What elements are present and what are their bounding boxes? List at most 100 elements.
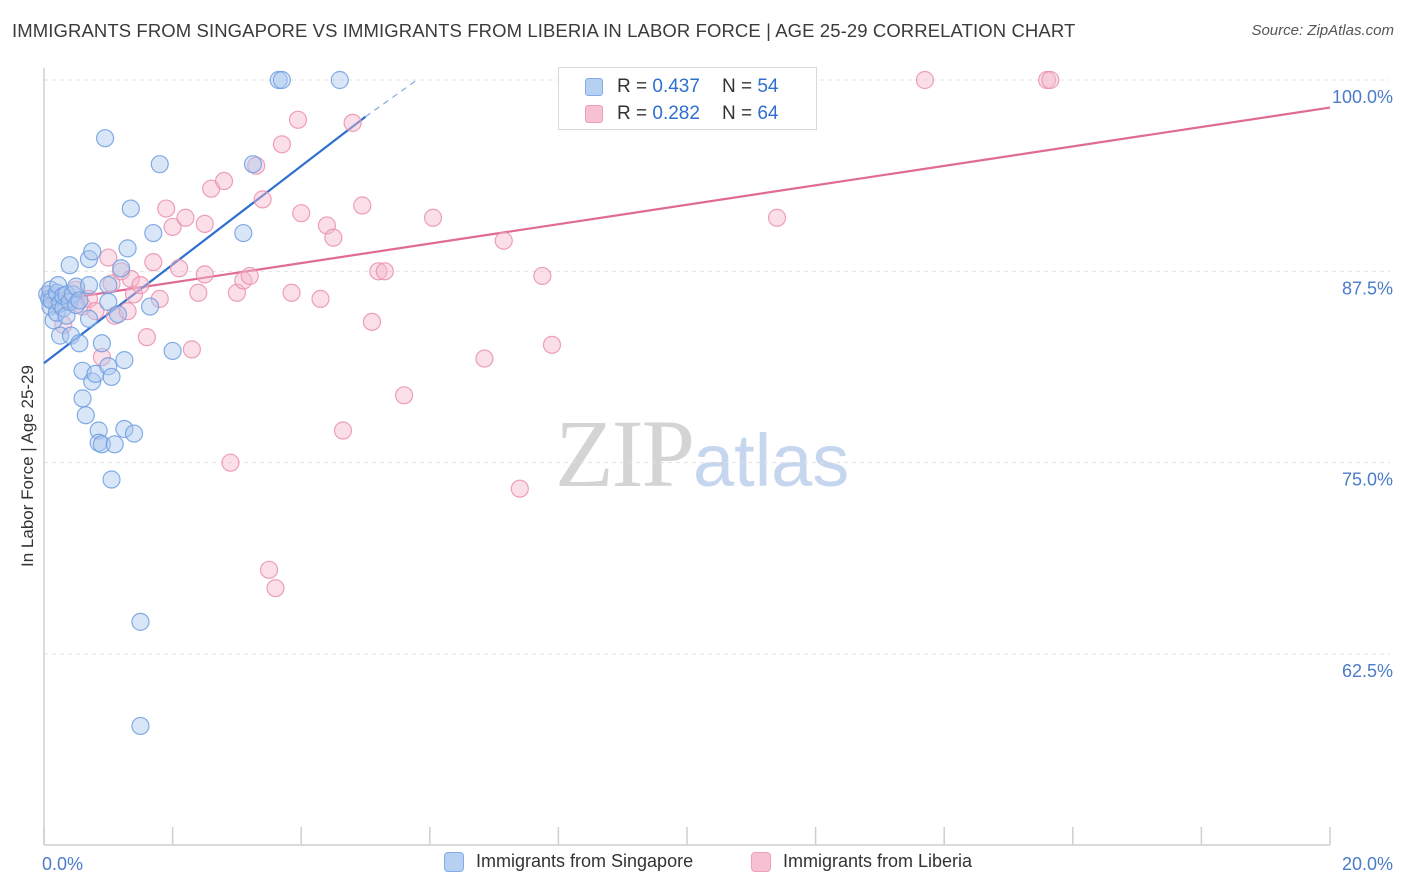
singapore-point bbox=[121, 199, 140, 218]
legend-label-liberia: Immigrants from Liberia bbox=[783, 851, 973, 871]
singapore-point bbox=[131, 716, 150, 736]
liberia-point bbox=[423, 208, 443, 227]
liberia-point bbox=[375, 262, 394, 281]
singapore-point bbox=[76, 406, 95, 425]
liberia-point bbox=[253, 190, 272, 209]
y-tick-labels: 62.5% 75.0% 87.5% 100.0% bbox=[1332, 87, 1393, 681]
liberia-point bbox=[259, 560, 279, 579]
liberia-point bbox=[137, 328, 156, 347]
singapore-point bbox=[83, 242, 102, 261]
singapore-point bbox=[102, 470, 121, 489]
liberia-point bbox=[169, 259, 189, 278]
singapore-point bbox=[150, 155, 169, 174]
liberia-point bbox=[767, 208, 787, 227]
singapore-point bbox=[108, 305, 128, 324]
series-singapore-points bbox=[38, 70, 349, 736]
singapore-point bbox=[92, 435, 111, 454]
legend-row-liberia: R = 0.282 N = 64 bbox=[585, 101, 778, 127]
y-tick-label: 62.5% bbox=[1342, 661, 1393, 681]
liberia-point bbox=[157, 199, 176, 218]
legend-item-liberia: Immigrants from Liberia bbox=[751, 851, 972, 872]
singapore-point bbox=[234, 223, 253, 243]
liberia-trend-line bbox=[43, 106, 1331, 304]
singapore-point bbox=[95, 129, 115, 148]
singapore-point bbox=[272, 70, 292, 90]
legend-swatch-singapore bbox=[444, 851, 464, 872]
liberia-point bbox=[394, 386, 414, 405]
singapore-point bbox=[124, 424, 144, 443]
liberia-point bbox=[214, 171, 234, 191]
liberia-point bbox=[324, 228, 343, 247]
x-tick-label: 0.0% bbox=[42, 854, 83, 874]
singapore-point bbox=[115, 351, 134, 370]
singapore-point bbox=[92, 334, 111, 353]
x-tick-labels: 0.0% 20.0% bbox=[42, 854, 1393, 874]
chart-title: IMMIGRANTS FROM SINGAPORE VS IMMIGRANTS … bbox=[12, 20, 1076, 41]
liberia-point bbox=[542, 335, 562, 354]
singapore-point bbox=[60, 256, 79, 275]
singapore-point bbox=[99, 276, 118, 295]
singapore-point bbox=[163, 341, 182, 361]
legend-item-singapore: Immigrants from Singapore bbox=[444, 851, 693, 872]
liberia-point bbox=[915, 70, 935, 90]
y-tick-label: 87.5% bbox=[1342, 278, 1393, 298]
legend-n-label: N = bbox=[721, 76, 753, 97]
singapore-point bbox=[330, 70, 349, 90]
trend-lines bbox=[43, 79, 1331, 365]
singapore-point bbox=[112, 259, 131, 278]
legend-n-value: 54 bbox=[757, 76, 779, 97]
series-legend: Immigrants from Singapore Immigrants fro… bbox=[0, 851, 1406, 877]
singapore-point bbox=[118, 239, 137, 258]
source-credit: Source: ZipAtlas.com bbox=[1251, 22, 1394, 39]
liberia-point bbox=[292, 204, 311, 223]
liberia-point bbox=[333, 421, 353, 440]
singapore-point bbox=[73, 389, 92, 408]
singapore-point bbox=[144, 223, 163, 243]
x-tick-label: 20.0% bbox=[1342, 854, 1393, 874]
liberia-point bbox=[362, 312, 382, 331]
liberia-point bbox=[1041, 70, 1060, 90]
liberia-point bbox=[288, 110, 308, 129]
liberia-point bbox=[176, 208, 195, 227]
legend-row-singapore: R = 0.437 N = 54 bbox=[585, 74, 778, 100]
singapore-trend-line bbox=[43, 115, 367, 365]
singapore-point bbox=[79, 309, 99, 328]
liberia-point bbox=[510, 479, 529, 498]
singapore-point bbox=[79, 276, 99, 295]
liberia-point bbox=[475, 349, 494, 368]
y-tick-label: 100.0% bbox=[1332, 87, 1393, 107]
singapore-point bbox=[99, 292, 118, 312]
singapore-point bbox=[243, 155, 263, 174]
axes bbox=[43, 68, 1331, 846]
singapore-point bbox=[102, 367, 121, 387]
liberia-point bbox=[150, 289, 169, 308]
liberia-point bbox=[195, 265, 214, 284]
legend-n-value: 64 bbox=[757, 103, 779, 124]
liberia-point bbox=[182, 340, 201, 359]
liberia-point bbox=[369, 262, 388, 281]
legend-n-label: N = bbox=[721, 103, 753, 124]
singapore-point bbox=[70, 291, 89, 310]
liberia-point bbox=[144, 253, 163, 272]
liberia-point bbox=[353, 196, 372, 215]
series-liberia-points bbox=[41, 70, 1060, 598]
singapore-trend-extension bbox=[365, 79, 418, 118]
legend-r-value: 0.282 bbox=[652, 103, 700, 124]
liberia-point bbox=[494, 231, 513, 250]
liberia-point bbox=[163, 217, 182, 237]
singapore-point bbox=[131, 612, 150, 631]
liberia-point bbox=[92, 347, 111, 367]
liberia-point bbox=[131, 276, 150, 295]
legend-r-value: 0.437 bbox=[652, 76, 700, 97]
liberia-point bbox=[234, 271, 253, 290]
correlation-legend: R = 0.437 N = 54 R = 0.282 N = 64 bbox=[558, 67, 817, 130]
liberia-point bbox=[343, 113, 362, 132]
legend-label-singapore: Immigrants from Singapore bbox=[476, 851, 694, 871]
liberia-point bbox=[195, 214, 214, 233]
legend-swatch-singapore bbox=[585, 78, 603, 96]
liberia-point bbox=[282, 283, 301, 302]
legend-r-label: R = bbox=[617, 103, 648, 124]
singapore-point bbox=[105, 435, 124, 454]
legend-r-label: R = bbox=[617, 76, 648, 97]
